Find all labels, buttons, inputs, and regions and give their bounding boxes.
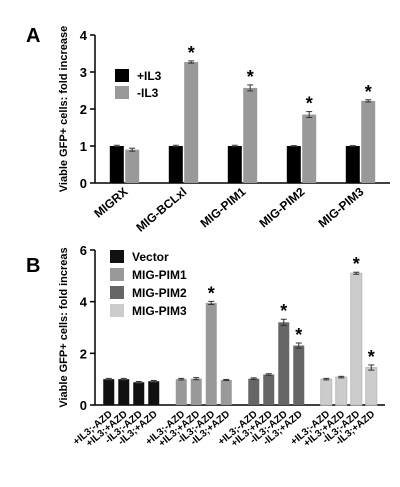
y-tick-label: 6 bbox=[80, 243, 87, 258]
error-bar bbox=[247, 84, 254, 92]
bar bbox=[133, 382, 145, 405]
significance-mark: * bbox=[353, 254, 360, 274]
legend-swatch bbox=[110, 304, 124, 317]
error-bar bbox=[280, 318, 287, 326]
bar bbox=[184, 62, 199, 184]
y-tick-label: 4 bbox=[80, 295, 88, 310]
error-bar bbox=[295, 342, 302, 349]
error-bar bbox=[349, 145, 356, 147]
legend-label: +IL3 bbox=[137, 69, 162, 83]
bar bbox=[109, 146, 124, 183]
error-bar bbox=[306, 111, 313, 119]
bar bbox=[220, 379, 232, 405]
error-bar bbox=[223, 378, 230, 381]
x-tick-label: MIG-PIM3 bbox=[316, 184, 367, 230]
bar bbox=[168, 146, 183, 183]
error-bar bbox=[290, 145, 297, 147]
bar bbox=[350, 272, 363, 406]
y-tick-label: 3 bbox=[80, 65, 87, 80]
bar bbox=[361, 100, 376, 183]
error-bar bbox=[193, 377, 200, 381]
bar bbox=[125, 149, 140, 183]
bar bbox=[293, 345, 305, 405]
error-bar bbox=[353, 271, 360, 275]
panel-letter: A bbox=[26, 25, 40, 47]
panel-letter: B bbox=[26, 255, 40, 277]
error-bar bbox=[135, 380, 142, 384]
legend-swatch bbox=[110, 286, 124, 299]
error-bar bbox=[368, 364, 375, 371]
legend-swatch bbox=[110, 250, 124, 263]
significance-mark: * bbox=[365, 82, 372, 102]
x-tick-label: MIG-BCLxl bbox=[133, 185, 189, 235]
error-bar bbox=[120, 377, 127, 381]
error-bar bbox=[129, 147, 136, 152]
error-bar bbox=[178, 377, 185, 381]
bar bbox=[243, 87, 258, 183]
legend-label: MIG-PIM1 bbox=[132, 268, 187, 282]
bar bbox=[263, 374, 275, 405]
significance-mark: * bbox=[306, 94, 313, 114]
y-axis-title: Viable GFP+ cells: fold increas bbox=[58, 247, 70, 407]
legend-swatch bbox=[110, 268, 124, 281]
x-tick-label: MIG-PIM1 bbox=[198, 184, 249, 230]
error-bar bbox=[208, 300, 215, 306]
significance-mark: * bbox=[368, 347, 375, 367]
error-bar bbox=[338, 375, 345, 379]
legend-swatch bbox=[115, 86, 129, 99]
bar bbox=[335, 376, 348, 406]
significance-mark: * bbox=[188, 43, 195, 63]
bar bbox=[148, 381, 160, 405]
error-bar bbox=[250, 377, 257, 380]
bar bbox=[278, 322, 290, 405]
legend-swatch bbox=[115, 69, 129, 82]
bar bbox=[190, 378, 202, 405]
x-tick-label: MIGRX bbox=[91, 185, 130, 221]
bar bbox=[302, 114, 317, 183]
bar bbox=[205, 302, 217, 405]
x-tick-label: MIG-PIM2 bbox=[257, 184, 308, 230]
error-bar bbox=[265, 373, 272, 376]
bar bbox=[103, 379, 115, 405]
y-tick-label: 0 bbox=[80, 398, 87, 413]
bar bbox=[118, 379, 130, 405]
legend-label: MIG-PIM3 bbox=[132, 304, 187, 318]
y-axis-title: Viable GFP+ cells: fold increase bbox=[58, 26, 70, 192]
significance-mark: * bbox=[208, 283, 215, 303]
legend-label: MIG-PIM2 bbox=[132, 286, 187, 300]
bar bbox=[286, 146, 301, 183]
bar bbox=[365, 367, 378, 406]
legend-label: -IL3 bbox=[137, 86, 159, 100]
error-bar bbox=[113, 144, 120, 148]
significance-mark: * bbox=[247, 67, 254, 87]
y-tick-label: 0 bbox=[80, 176, 87, 191]
bar bbox=[248, 378, 260, 405]
bar bbox=[320, 378, 333, 406]
bar bbox=[175, 379, 187, 405]
error-bar bbox=[188, 60, 195, 64]
error-bar bbox=[172, 144, 179, 148]
significance-mark: * bbox=[295, 325, 302, 345]
error-bar bbox=[365, 99, 372, 103]
y-tick-label: 4 bbox=[80, 28, 88, 43]
significance-mark: * bbox=[280, 301, 287, 321]
legend-label: Vector bbox=[132, 250, 169, 264]
error-bar bbox=[231, 144, 238, 148]
error-bar bbox=[323, 377, 330, 381]
y-tick-label: 1 bbox=[80, 139, 87, 154]
y-tick-label: 2 bbox=[80, 102, 87, 117]
bar bbox=[345, 146, 360, 183]
error-bar bbox=[105, 377, 112, 381]
bar bbox=[227, 146, 242, 183]
y-tick-label: 2 bbox=[80, 346, 87, 361]
error-bar bbox=[150, 379, 157, 383]
